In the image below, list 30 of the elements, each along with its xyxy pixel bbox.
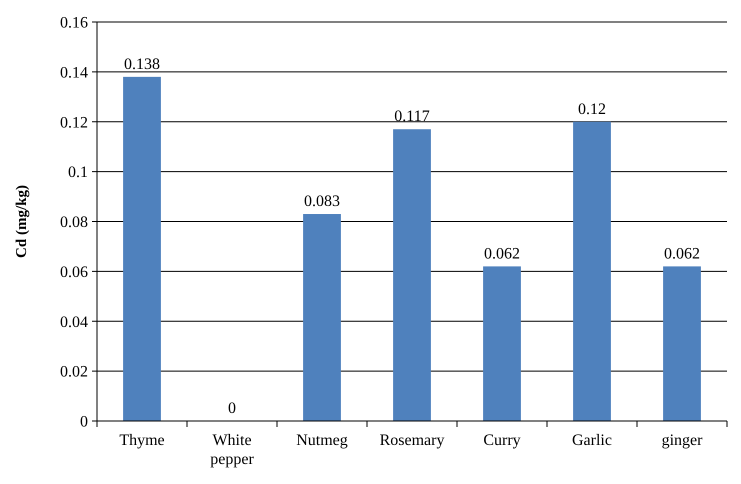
data-label: 0.062 bbox=[484, 245, 520, 262]
data-label: 0.12 bbox=[578, 100, 606, 118]
y-tick-label: 0.02 bbox=[60, 364, 88, 381]
data-label: 0.062 bbox=[664, 245, 700, 262]
bar bbox=[393, 129, 431, 421]
data-label: 0.117 bbox=[394, 108, 430, 126]
y-tick-label: 0 bbox=[80, 414, 88, 431]
bar bbox=[303, 214, 341, 421]
y-tick-label: 0.12 bbox=[60, 114, 88, 132]
y-tick-label: 0.06 bbox=[60, 264, 88, 281]
y-tick-label: 0.1 bbox=[68, 164, 88, 182]
y-tick-label: 0.08 bbox=[60, 214, 88, 232]
data-label: 0.083 bbox=[304, 193, 340, 210]
bar bbox=[663, 266, 701, 421]
y-tick-label: 0.04 bbox=[60, 314, 88, 331]
bar bbox=[483, 266, 521, 421]
data-label: 0.138 bbox=[124, 56, 160, 73]
y-axis-title: Cd (mg/kg) bbox=[14, 185, 30, 258]
bar bbox=[573, 122, 611, 421]
data-label: 0 bbox=[228, 400, 236, 417]
x-tick-label: White pepper bbox=[210, 432, 254, 468]
x-tick-label: Nutmeg bbox=[296, 432, 348, 449]
y-tick-label: 0.14 bbox=[60, 64, 88, 82]
bar bbox=[123, 76, 161, 421]
x-tick-label: Garlic bbox=[572, 432, 612, 449]
x-tick-label: Thyme bbox=[119, 432, 165, 449]
x-tick-label: ginger bbox=[662, 432, 704, 449]
x-tick-label: Rosemary bbox=[380, 432, 444, 449]
y-tick-label: 0.16 bbox=[60, 14, 88, 32]
x-tick-label: Curry bbox=[483, 432, 521, 449]
